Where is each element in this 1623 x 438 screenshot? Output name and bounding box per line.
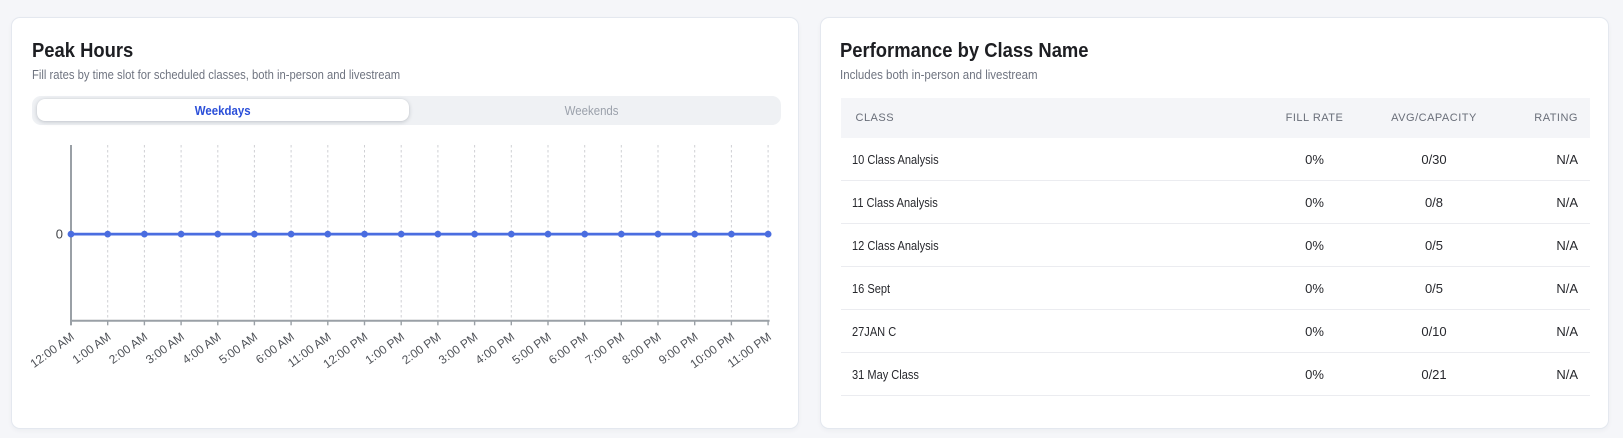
svg-text:0: 0 [56, 227, 63, 242]
svg-text:3:00 AM: 3:00 AM [143, 330, 187, 367]
svg-text:8:00 PM: 8:00 PM [619, 330, 663, 368]
svg-text:5:00 AM: 5:00 AM [216, 330, 260, 367]
svg-text:7:00 PM: 7:00 PM [583, 330, 627, 368]
svg-text:4:00 AM: 4:00 AM [180, 330, 224, 367]
svg-text:1:00 PM: 1:00 PM [363, 330, 407, 368]
svg-text:12:00 AM: 12:00 AM [28, 330, 77, 371]
svg-text:3:00 PM: 3:00 PM [436, 330, 480, 368]
svg-text:2:00 AM: 2:00 AM [106, 330, 150, 367]
svg-text:2:00 PM: 2:00 PM [399, 330, 443, 368]
svg-text:4:00 PM: 4:00 PM [473, 330, 517, 368]
svg-text:6:00 PM: 6:00 PM [546, 330, 590, 368]
svg-text:1:00 AM: 1:00 AM [70, 330, 114, 367]
svg-text:5:00 PM: 5:00 PM [509, 330, 553, 368]
